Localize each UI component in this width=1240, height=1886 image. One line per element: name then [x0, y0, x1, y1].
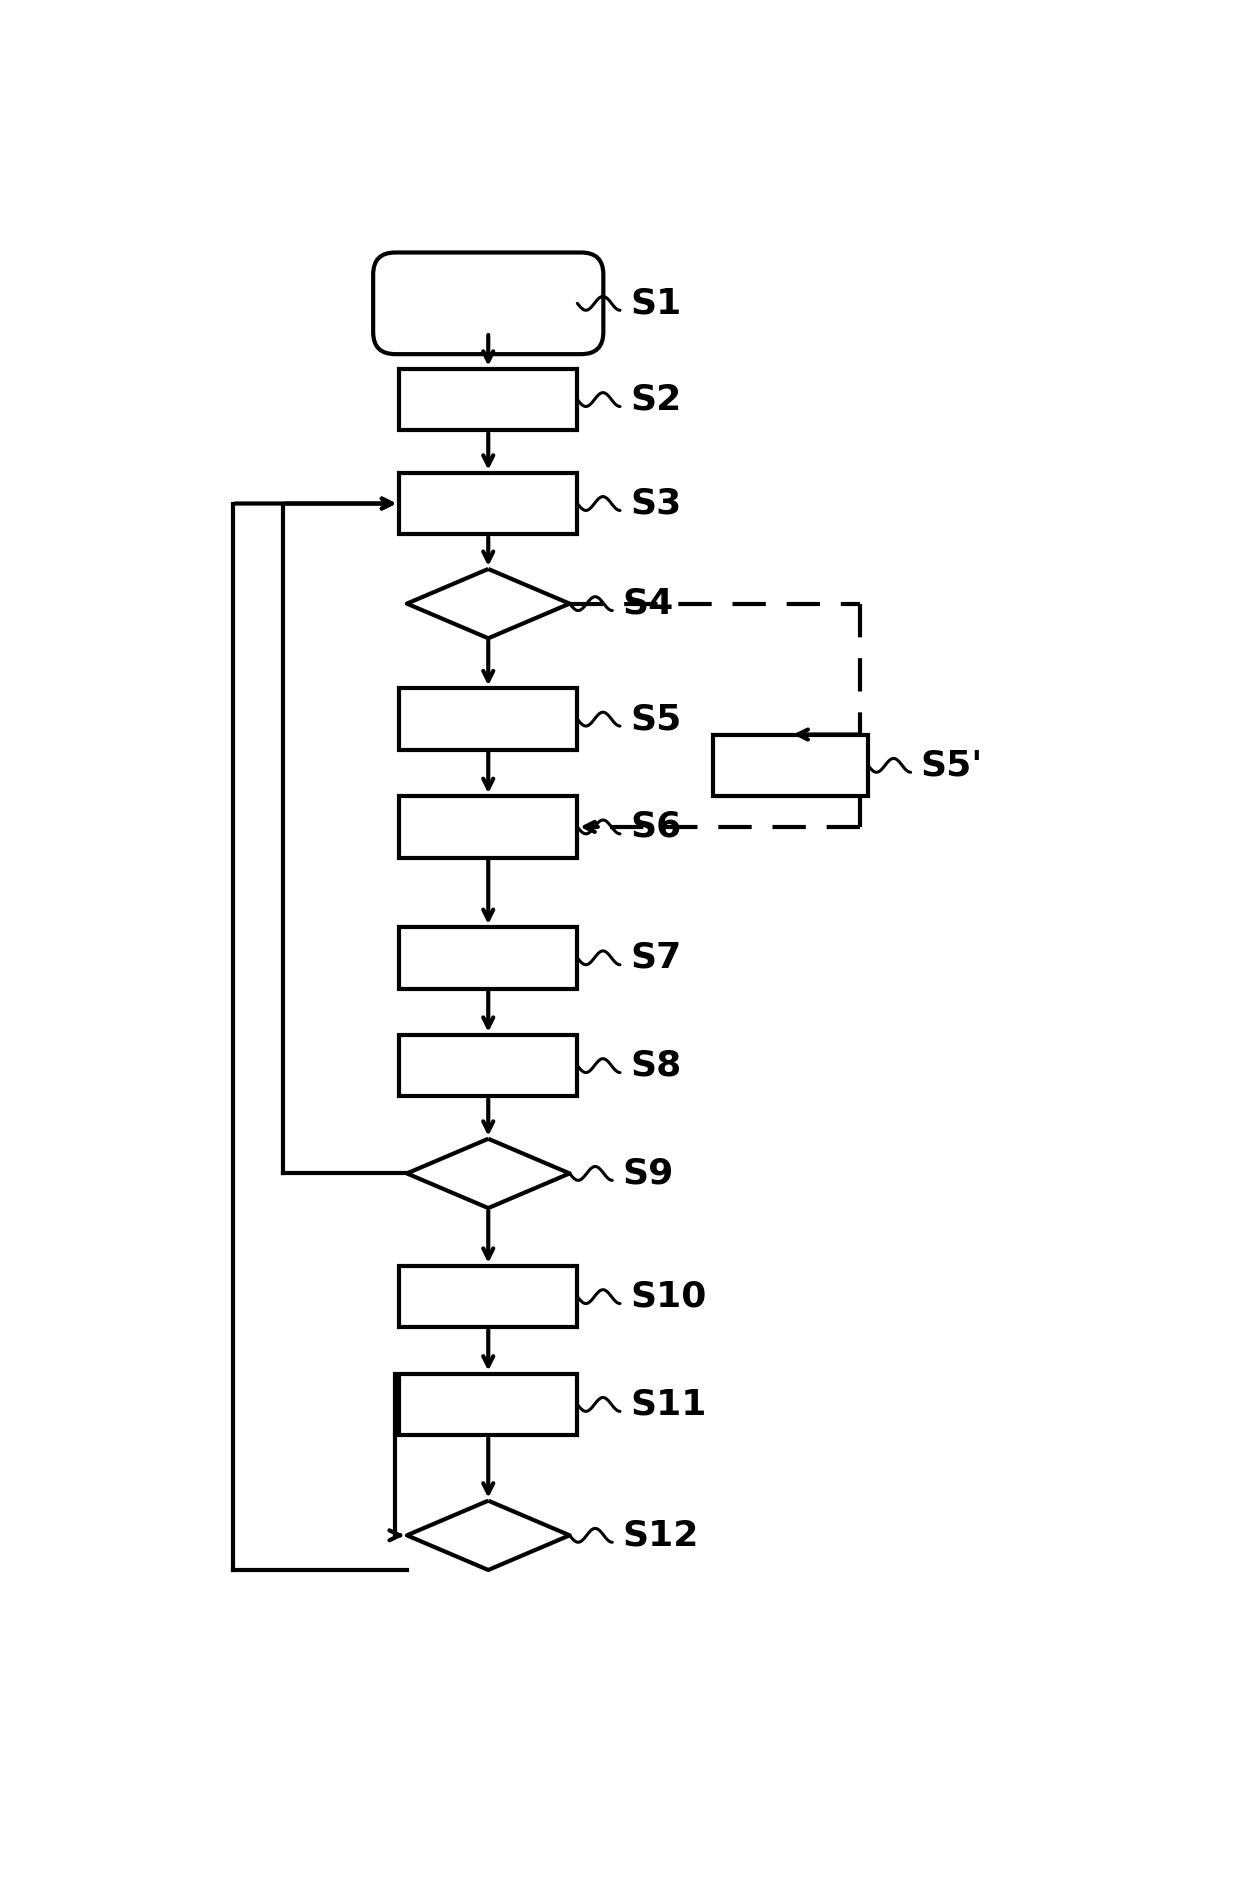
Bar [399, 1373, 578, 1435]
Text: S4: S4 [622, 587, 673, 620]
Text: S1: S1 [630, 287, 681, 321]
Bar [399, 1266, 578, 1328]
Bar [399, 688, 578, 751]
Text: S3: S3 [630, 487, 681, 521]
FancyBboxPatch shape [373, 253, 604, 355]
Text: S2: S2 [630, 383, 681, 417]
Text: S9: S9 [622, 1156, 673, 1190]
Polygon shape [407, 1501, 569, 1569]
Text: S10: S10 [630, 1279, 707, 1315]
Bar [399, 473, 578, 534]
Polygon shape [407, 570, 569, 637]
Text: S11: S11 [630, 1388, 707, 1422]
Bar [399, 796, 578, 858]
Text: S8: S8 [630, 1049, 681, 1083]
Text: S7: S7 [630, 941, 681, 975]
Bar [399, 370, 578, 430]
Text: S12: S12 [622, 1518, 698, 1552]
Polygon shape [407, 1139, 569, 1209]
Text: S5': S5' [920, 749, 983, 783]
Bar [713, 734, 868, 796]
Bar [399, 1035, 578, 1096]
Text: S6: S6 [630, 809, 681, 843]
Text: S5: S5 [630, 702, 681, 736]
Bar [399, 928, 578, 988]
